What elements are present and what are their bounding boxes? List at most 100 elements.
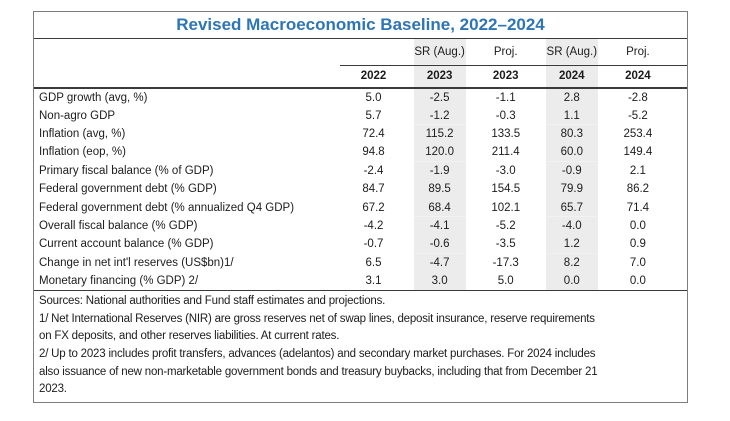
cell-value: 5.0: [365, 91, 382, 104]
cell-value: 0.0: [538, 271, 605, 291]
cell-value: -3.0: [495, 164, 516, 177]
row-label: Inflation (avg, %): [39, 127, 126, 140]
table-row: Change in net int'l reserves (US$bn)1/6.…: [34, 253, 687, 272]
cell-value: 6.5: [365, 256, 382, 269]
macro-baseline-table: Revised Macroeconomic Baseline, 2022–202…: [33, 11, 688, 403]
cell-value: 71.4: [626, 201, 650, 214]
cell-value: 0.9: [629, 238, 646, 251]
row-pad: [671, 180, 687, 198]
cell-value: -2.4: [363, 164, 384, 177]
table-row: Monetary financing (% GDP) 2/3.1 3.0 5.0 0.…: [34, 271, 687, 291]
cell-value: 80.3: [538, 124, 605, 144]
cell-value: -1.9: [406, 161, 473, 180]
row-label: Federal government debt (% annualized Q4…: [39, 201, 295, 214]
cell-value: 5.0: [497, 275, 514, 288]
table-title: Revised Macroeconomic Baseline, 2022–202…: [34, 12, 687, 39]
header-pad: [670, 65, 687, 89]
row-pad: [671, 106, 687, 124]
table-body: GDP growth (avg, %) 5.0 -2.5 -1.1 2.8 -2.8 Non…: [34, 88, 687, 291]
footnote-2-line: 2/ Up to 2023 includes profit transfers,…: [39, 348, 596, 361]
cell-value: 79.9: [538, 179, 605, 199]
table-row: Inflation (eop, %) 94.8 120.0 211.4 60.0 149.…: [34, 143, 687, 162]
row-label: Inflation (eop, %): [39, 146, 126, 159]
cell-value: 115.2: [406, 124, 473, 144]
header-year-2022: 2022: [340, 65, 407, 89]
cell-value: 2.8: [538, 88, 605, 107]
header-group-sr-2023: SR (Aug.): [406, 39, 473, 66]
header-group-2022: [340, 39, 407, 66]
header-year-proj-2023: 2023: [472, 65, 539, 89]
table-row: Inflation (avg, %) 72.4 115.2 133.5 80.3 253.…: [34, 124, 687, 144]
cell-value: 211.4: [491, 146, 520, 159]
cell-value: -1.1: [495, 91, 516, 104]
row-label: Primary fiscal balance (% of GDP): [39, 164, 214, 177]
footnote-1-line: 1/ Net International Reserves (NIR) are …: [39, 312, 595, 325]
row-label: GDP growth (avg, %): [39, 91, 148, 104]
table-row: Current account balance (% GDP) -0.7 -0.6 -…: [34, 235, 687, 254]
cell-value: -5.2: [495, 219, 516, 232]
row-label: Current account balance (% GDP): [39, 238, 214, 251]
table-row: Primary fiscal balance (% of GDP) -2.4 -1.…: [34, 161, 687, 180]
cell-value: 60.0: [538, 143, 605, 162]
row-label: Non-agro GDP: [39, 109, 116, 122]
header-year-proj-2024: 2024: [604, 65, 671, 89]
cell-value: 86.2: [626, 183, 650, 196]
footnote-2-line: also issuance of new non-marketable gove…: [39, 365, 598, 378]
cell-value: 1.1: [538, 106, 605, 125]
cell-value: -0.9: [538, 161, 605, 180]
cell-value: 3.1: [365, 275, 382, 288]
cell-value: 1.2: [538, 235, 605, 254]
cell-value: -3.5: [495, 238, 516, 251]
table-row: Federal government debt (% GDP) 84.7 89.5 1…: [34, 179, 687, 199]
row-pad: [671, 143, 687, 161]
cell-value: 0.0: [629, 275, 646, 288]
cell-value: 8.2: [538, 253, 605, 272]
row-pad: [671, 217, 687, 235]
table-grid: SR (Aug.) Proj. SR (Aug.) Proj. 2022 202…: [34, 39, 687, 291]
header-year-sr-2023: 2023: [406, 65, 473, 89]
table-row: Federal government debt (% annualized Q4…: [34, 198, 687, 217]
cell-value: 65.7: [538, 198, 605, 217]
header-pad: [670, 39, 687, 66]
table-notes: Sources: National authorities and Fund s…: [34, 290, 687, 399]
cell-value: 154.5: [491, 183, 521, 196]
header-group-row: SR (Aug.) Proj. SR (Aug.) Proj.: [34, 39, 687, 66]
row-label: Overall fiscal balance (% GDP): [39, 219, 198, 232]
row-label: Monetary financing (% GDP) 2/: [39, 275, 199, 288]
cell-value: -0.6: [406, 235, 473, 254]
cell-value: -0.3: [495, 109, 516, 122]
cell-value: -4.0: [538, 216, 605, 236]
cell-value: 3.0: [406, 271, 473, 291]
cell-value: 89.5: [406, 179, 473, 199]
cell-value: 0.0: [629, 219, 646, 232]
footnote-2-line: 2023.: [39, 383, 67, 396]
cell-value: -4.7: [406, 253, 473, 272]
cell-value: 149.4: [623, 146, 653, 159]
header-group-proj-2023: Proj.: [472, 39, 539, 66]
table-row: Overall fiscal balance (% GDP) -4.2 -4.1 -5…: [34, 216, 687, 236]
row-pad: [671, 272, 687, 290]
row-pad: [671, 125, 687, 143]
table-row: GDP growth (avg, %) 5.0 -2.5 -1.1 2.8 -2.8: [34, 88, 687, 107]
cell-value: -2.5: [406, 88, 473, 107]
cell-value: 7.0: [629, 256, 646, 269]
cell-value: 94.8: [362, 146, 385, 159]
cell-value: 102.1: [491, 201, 521, 214]
row-pad: [671, 88, 687, 106]
row-label: Federal government debt (% GDP): [39, 183, 217, 196]
cell-value: -5.2: [627, 109, 648, 122]
cell-value: -4.2: [363, 219, 384, 232]
cell-value: 72.4: [362, 127, 385, 140]
cell-value: -0.7: [363, 238, 384, 251]
header-empty-cell: [34, 65, 341, 89]
header-years-row: 2022 2023 2023 2024 2024: [34, 65, 687, 89]
source-note-line: Sources: National authorities and Fund s…: [39, 295, 386, 308]
cell-value: 120.0: [406, 143, 473, 162]
cell-value: -4.1: [406, 216, 473, 236]
row-pad: [671, 162, 687, 180]
row-label: Change in net int'l reserves (US$bn)1/: [39, 256, 234, 269]
header-year-sr-2024: 2024: [538, 65, 605, 89]
table-row: Non-agro GDP 5.7 -1.2 -0.3 1.1 -5.2: [34, 106, 687, 125]
cell-value: 84.7: [362, 183, 385, 196]
